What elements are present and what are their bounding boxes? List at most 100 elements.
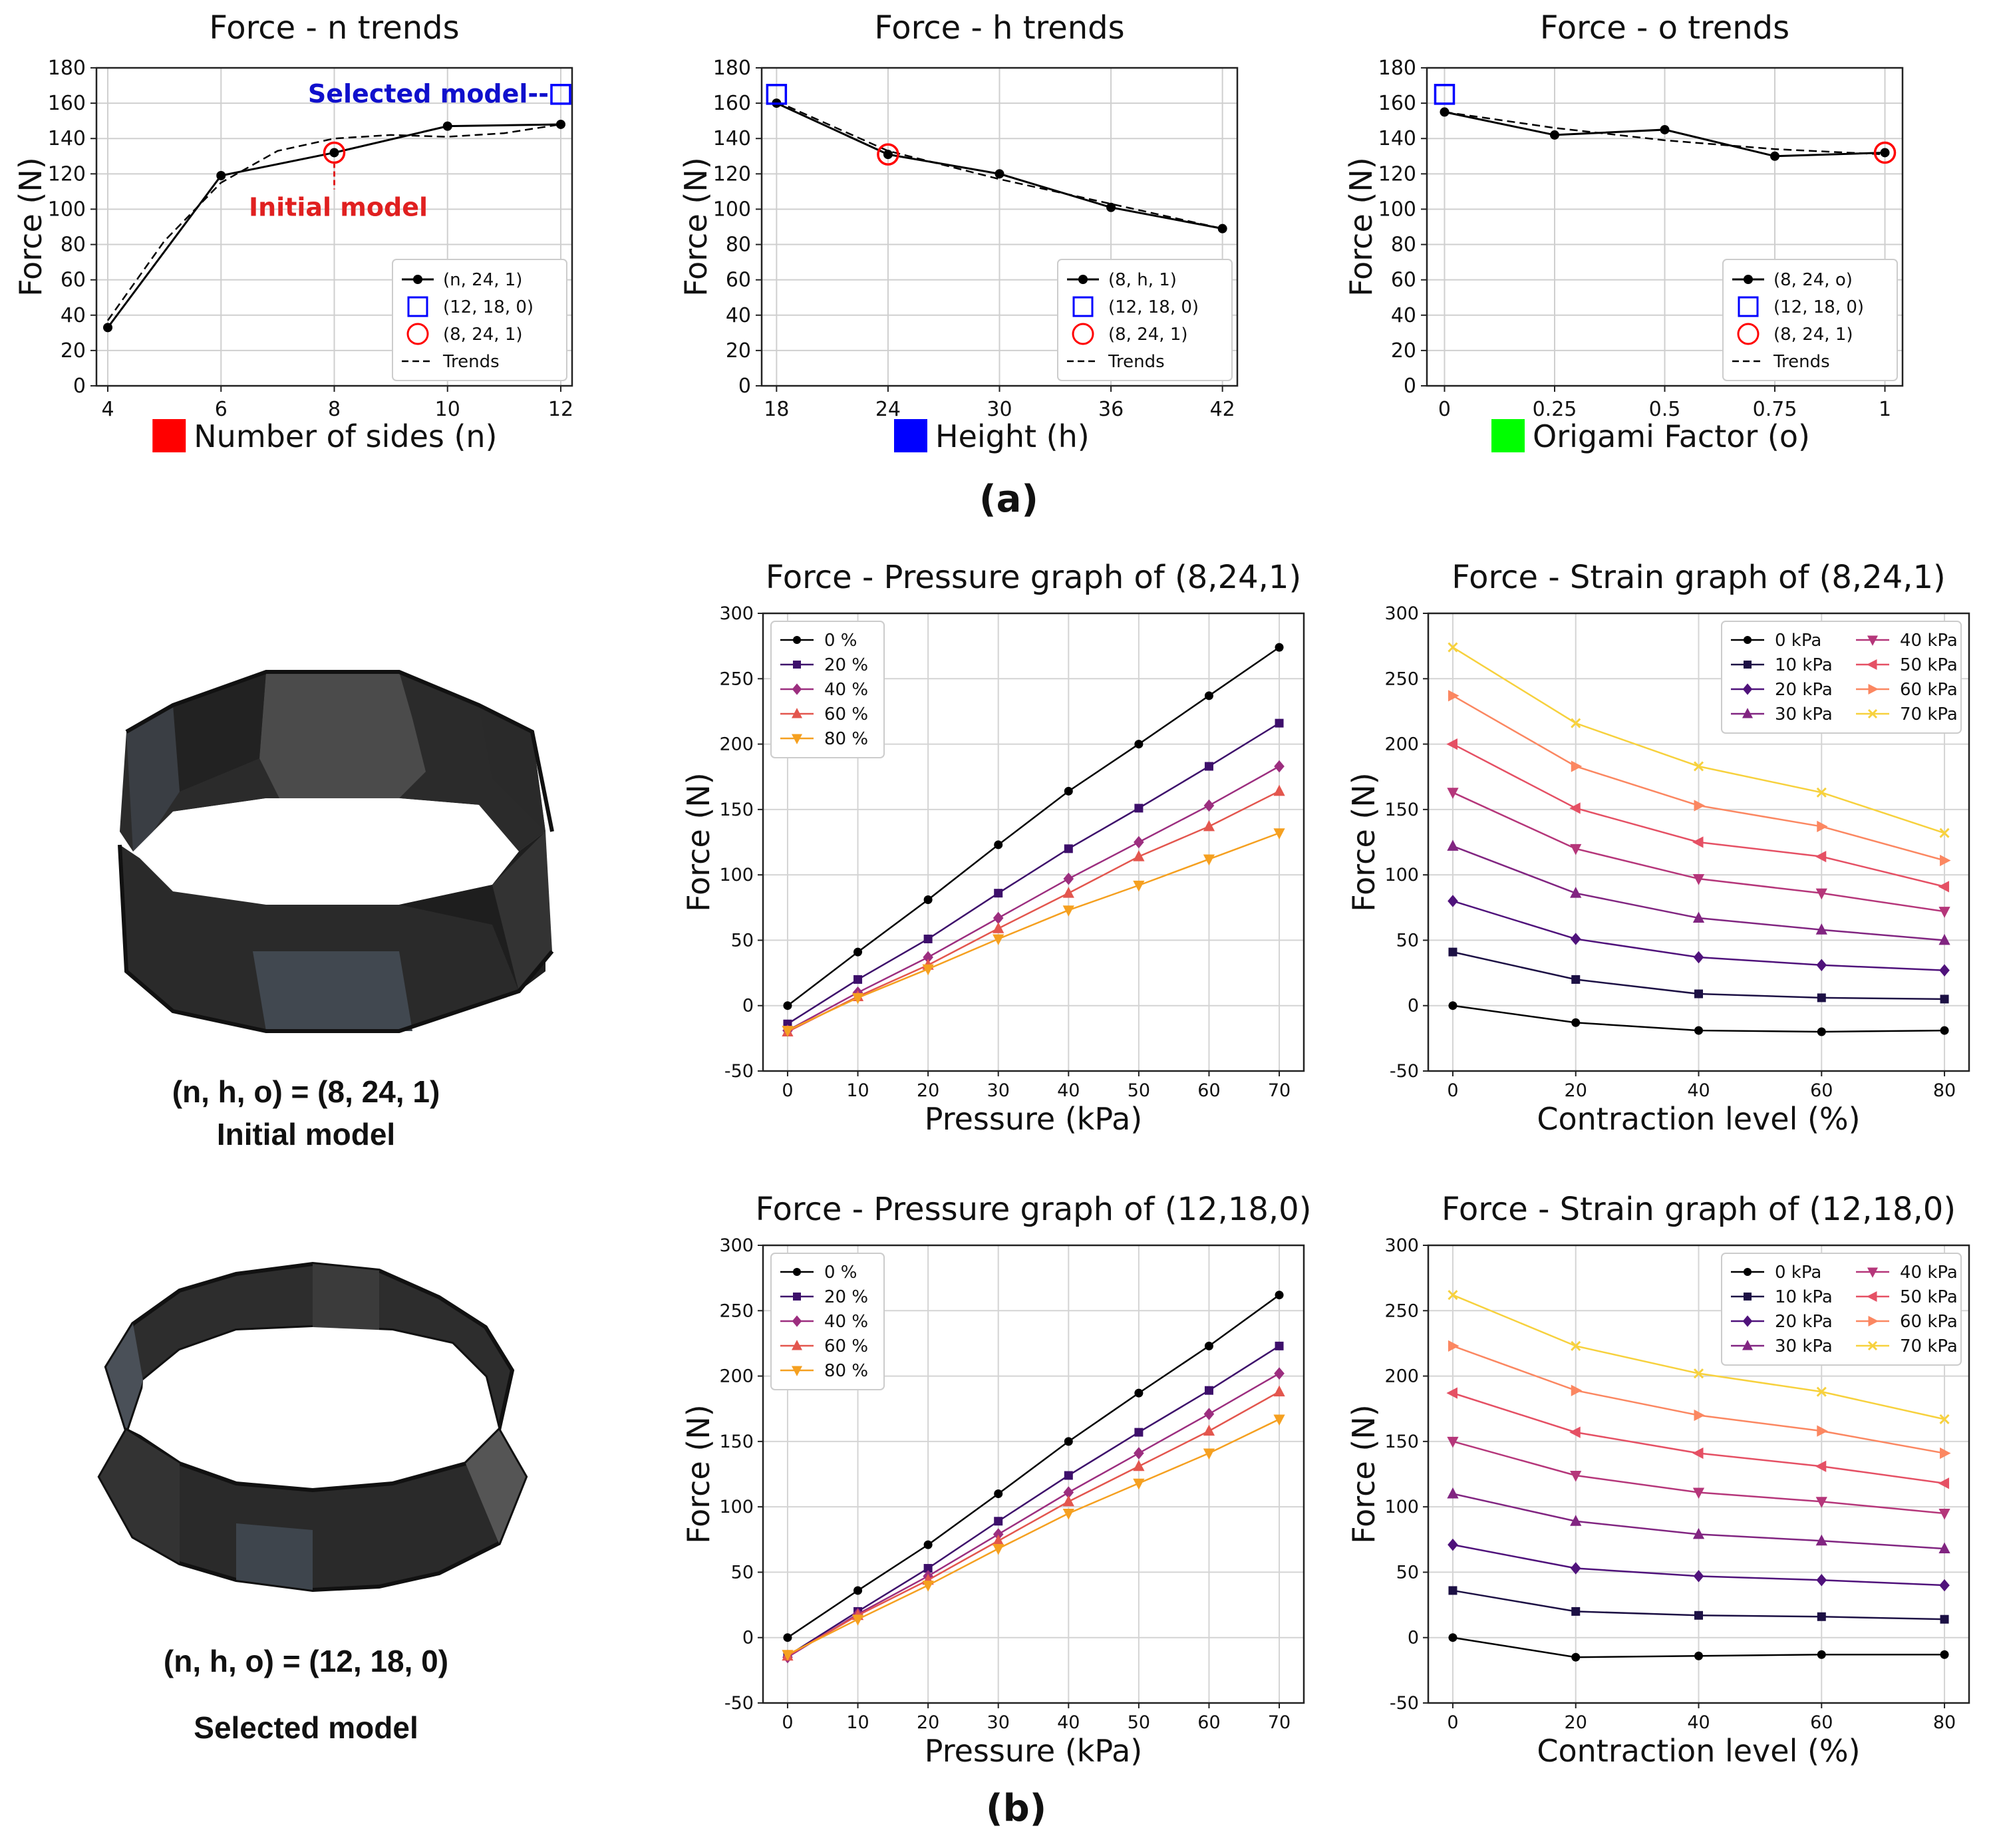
panel-label-a: (a): [979, 478, 1038, 521]
data-point: [1204, 1341, 1213, 1350]
force-pressure-chart-8-24-1: Force - Pressure graph of (8,24,1) 0 10 20 3…: [681, 559, 1305, 1137]
data-point: [1134, 1447, 1144, 1460]
data-point: [1694, 1026, 1703, 1035]
y-tick-label: 100: [719, 1497, 754, 1517]
series-line: [787, 832, 1280, 1032]
y-axis-label: Force (N): [1346, 772, 1382, 911]
legend-label: (8, 24, 1): [443, 325, 523, 345]
chart-title: Force - Pressure graph of (12,18,0): [756, 1191, 1312, 1228]
data-point: [1815, 888, 1827, 900]
data-point: [1694, 1409, 1706, 1422]
data-point: [1692, 911, 1705, 923]
data-point: [853, 947, 863, 957]
data-point: [1694, 1611, 1703, 1620]
legend-label: 60 kPa: [1900, 1312, 1958, 1332]
data-point: [783, 1633, 792, 1642]
data-point: [1447, 840, 1459, 851]
y-tick-label: 250: [1384, 1301, 1419, 1321]
data-point: [923, 1564, 933, 1573]
data-point: [783, 1001, 792, 1010]
data-point: [922, 964, 934, 976]
data-point: [1693, 761, 1704, 772]
x-tick-label: 70: [1268, 1080, 1291, 1101]
legend-label: 20 %: [824, 655, 868, 675]
chart-title: Force - n trends: [209, 9, 459, 47]
data-point: [1062, 1508, 1074, 1520]
x-tick-label: 60: [1810, 1080, 1833, 1101]
x-tick-label: 40: [1687, 1712, 1710, 1733]
data-point: [1660, 124, 1670, 134]
data-point: [1939, 1414, 1950, 1425]
legend-marker: [1867, 635, 1879, 646]
data-point: [1275, 1341, 1284, 1350]
x-tick-label: 40: [1057, 1080, 1080, 1101]
initial-model-caption-line1: (n, h, o) = (8, 24, 1): [172, 1074, 440, 1109]
legend-label: 40 %: [824, 680, 868, 700]
data-point: [1203, 820, 1215, 832]
data-point: [1134, 1388, 1144, 1398]
plot-frame: [1426, 67, 1904, 387]
legend-marker: [1867, 1267, 1879, 1278]
legend-label: (8, 24, 1): [1108, 325, 1188, 345]
legend-label: 60 kPa: [1900, 680, 1958, 700]
legend-label: 50 kPa: [1900, 655, 1958, 675]
data-point: [1693, 1368, 1704, 1379]
data-point: [1549, 130, 1559, 140]
data-point: [1815, 850, 1827, 863]
y-tick-label: 300: [719, 1235, 754, 1256]
data-point: [1694, 800, 1706, 812]
x-tick-label: 20: [917, 1080, 939, 1101]
legend-label: Trends: [1108, 352, 1165, 372]
data-point: [216, 170, 226, 180]
data-point: [1203, 854, 1215, 866]
data-point: [1275, 643, 1284, 652]
legend-label: 20 kPa: [1775, 680, 1833, 700]
legend-marker: [1742, 708, 1754, 718]
y-tick-label: 200: [719, 734, 754, 755]
data-point: [1203, 1408, 1215, 1420]
y-tick-label: 140: [1378, 127, 1416, 150]
data-point: [1570, 844, 1582, 855]
force-strain-chart-8-24-1: Force - Strain graph of (8,24,1) 0 20 40 60 8…: [1346, 559, 1970, 1137]
data-point: [1692, 1447, 1704, 1460]
plot-frame: [762, 1244, 1305, 1704]
data-point: [1062, 905, 1074, 917]
data-point: [1217, 224, 1227, 233]
data-point: [1816, 787, 1827, 798]
x-tick-label: 42: [1210, 398, 1235, 421]
data-point: [1693, 1570, 1704, 1583]
data-point: [1273, 1414, 1285, 1426]
legend-marker: [1742, 683, 1753, 695]
data-point: [1133, 850, 1145, 861]
data-point: [1938, 933, 1950, 945]
y-tick-label: 80: [1391, 233, 1416, 257]
legend-circle: [406, 323, 429, 345]
legend-label: (12, 18, 0): [443, 297, 534, 317]
legend-label: 0 kPa: [1775, 1263, 1821, 1283]
x-tick-label: 1: [1879, 398, 1891, 421]
y-tick-label: 160: [48, 92, 86, 115]
data-point: [923, 895, 933, 904]
data-point: [1448, 895, 1458, 907]
y-tick-label: 180: [713, 57, 751, 80]
data-point: [1817, 1027, 1826, 1036]
data-point: [1275, 1291, 1284, 1300]
y-tick-label: 200: [1384, 1366, 1419, 1387]
legend-label: (8, 24, 1): [1773, 325, 1853, 345]
legend-label: 40 kPa: [1900, 1263, 1958, 1283]
legend-marker: [791, 1366, 803, 1376]
force-pressure-chart-12-18-0: Force - Pressure graph of (12,18,0) 0 10 20…: [681, 1191, 1312, 1769]
data-point: [1106, 202, 1116, 212]
legend-marker: [793, 636, 801, 644]
data-point: [1817, 820, 1828, 833]
y-tick-label: 40: [1391, 304, 1416, 327]
legend-dot: [413, 275, 422, 284]
legend-marker: [793, 661, 801, 669]
x-axis-swatch: [1491, 419, 1525, 452]
initial-model-caption-line2: Initial model: [216, 1117, 396, 1152]
panel-label-b: (b): [986, 1787, 1047, 1830]
x-tick-label: 0: [782, 1712, 793, 1733]
initial-model-marker: [1873, 141, 1897, 164]
legend-circle: [1072, 323, 1094, 345]
y-tick-label: 60: [1391, 269, 1416, 292]
